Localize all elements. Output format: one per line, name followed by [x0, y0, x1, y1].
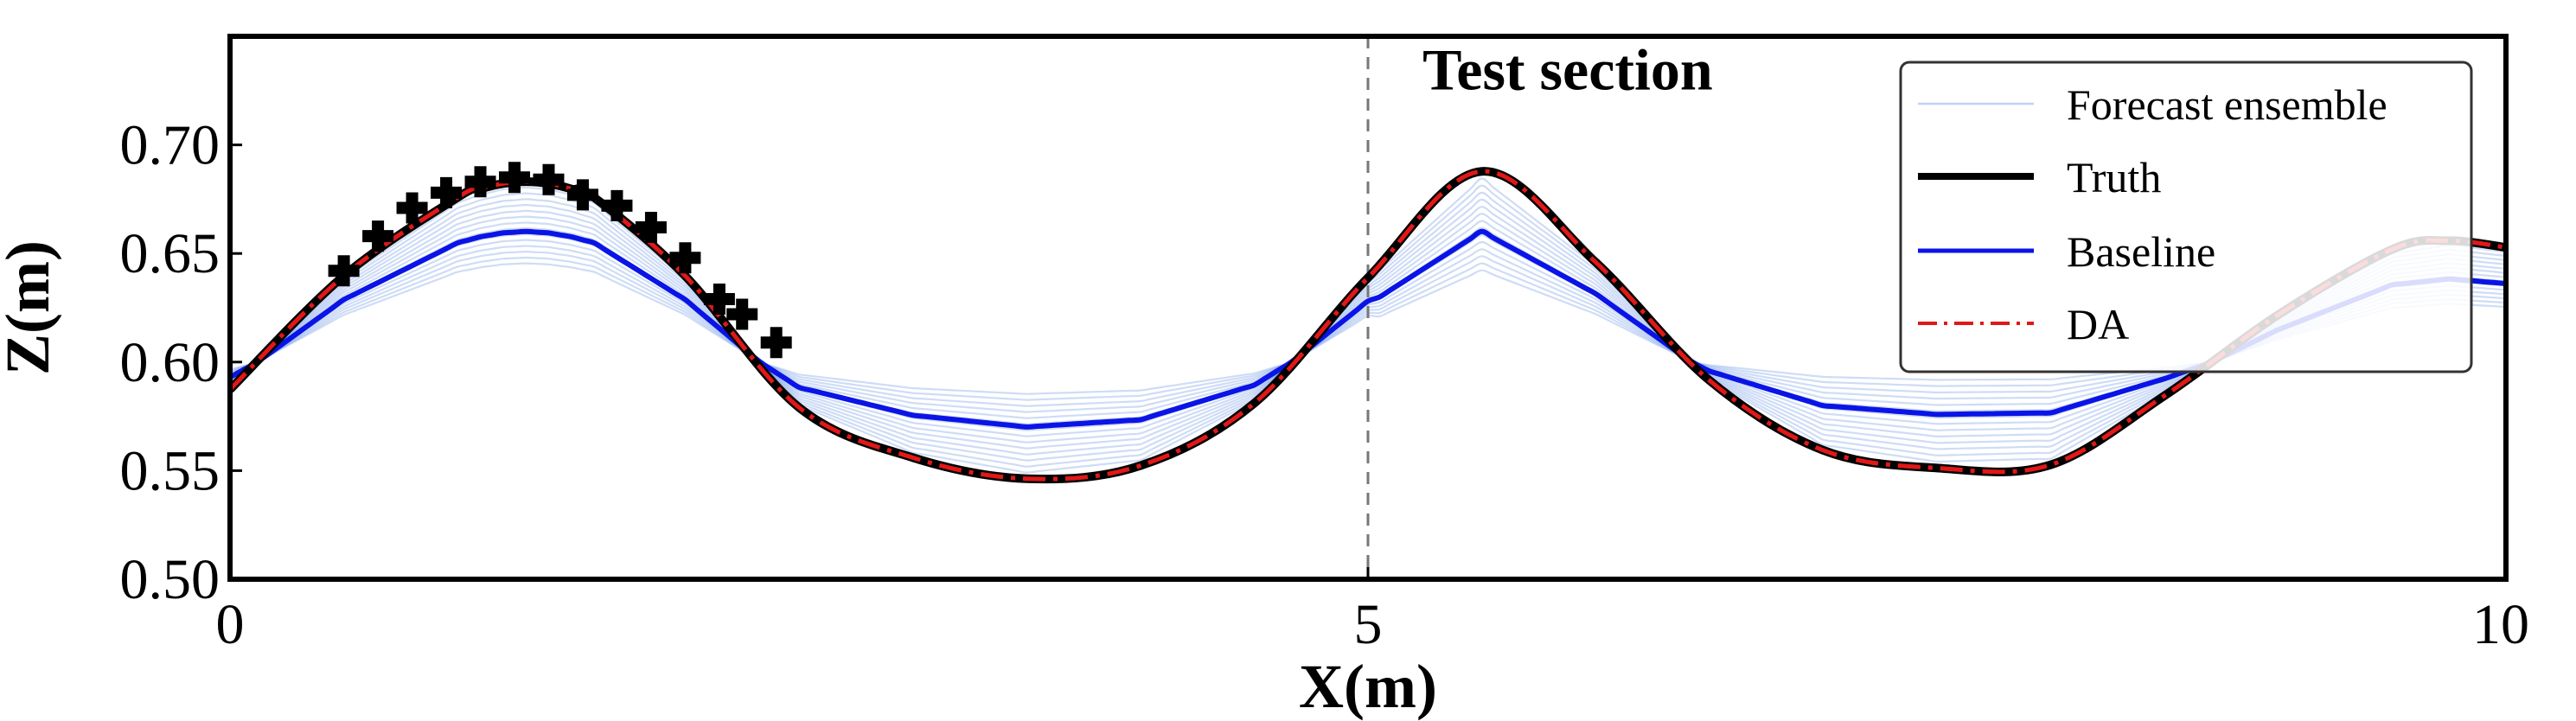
observation-point [328, 255, 360, 287]
x-tick-label: 0 [216, 593, 245, 656]
legend-label-da: DA [2067, 300, 2129, 348]
observation-point [362, 220, 394, 252]
da-line [230, 169, 2506, 482]
legend-label-truth: Truth [2067, 153, 2161, 201]
legend-label-baseline: Baseline [2067, 227, 2215, 276]
y-tick-label: 0.50 [120, 548, 221, 611]
y-tick-label: 0.55 [120, 439, 221, 502]
observation-point [669, 242, 701, 274]
baseline-line [230, 228, 2506, 430]
x-axis-title: X(m) [1299, 652, 1437, 721]
legend-label-forecast: Forecast ensemble [2067, 80, 2387, 129]
y-tick-label: 0.60 [120, 331, 221, 394]
ensemble-member-10 [230, 239, 2506, 419]
observation-point [760, 327, 792, 359]
test-section-label: Test section [1422, 37, 1713, 103]
observation-point [703, 283, 735, 315]
observation-point [566, 179, 598, 211]
x-tick-label: 5 [1354, 593, 1383, 656]
legend-frame [1899, 61, 2473, 373]
observation-point [431, 176, 463, 208]
observation-point [499, 162, 530, 194]
observation-markers [328, 162, 792, 359]
axis-ticks: 0.50 0.55 0.60 0.65 0.70 0 5 10 [120, 114, 2530, 656]
legend: Forecast ensemble Truth Baseline DA [1899, 61, 2473, 373]
observation-point [726, 298, 758, 330]
y-tick-label: 0.65 [120, 222, 221, 285]
x-tick-label: 10 [2472, 593, 2529, 656]
y-axis-title: Z(m) [0, 240, 62, 375]
observation-point [601, 189, 633, 221]
observation-point [635, 212, 667, 244]
observation-point [396, 192, 428, 224]
observation-point [533, 163, 565, 195]
observation-point [464, 166, 496, 198]
y-tick-label: 0.70 [120, 114, 221, 177]
